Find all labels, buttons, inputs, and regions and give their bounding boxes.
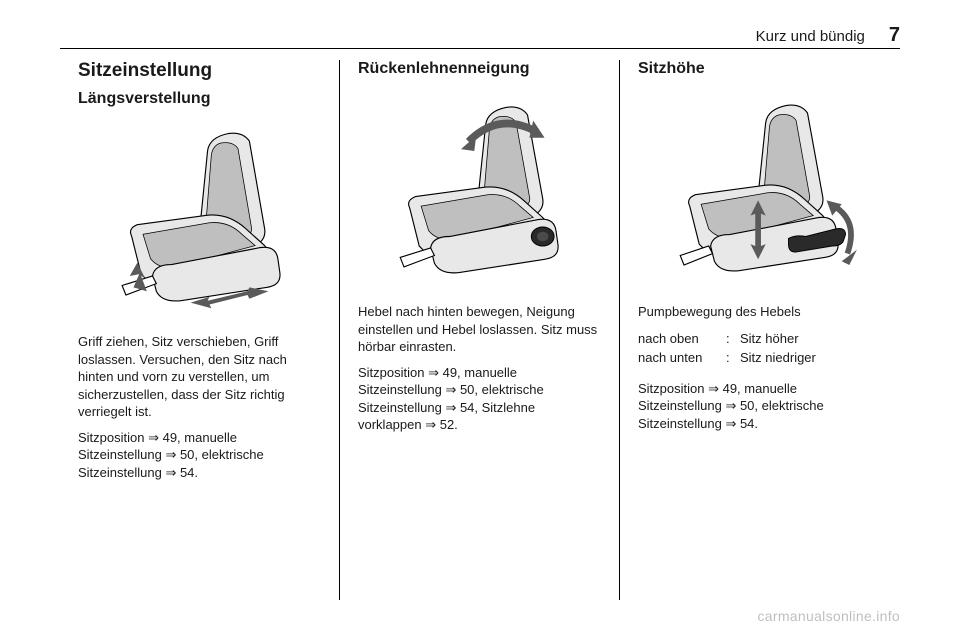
def-value: Sitz höher — [740, 329, 799, 349]
definition-row: nach unten : Sitz niedriger — [638, 348, 882, 368]
column-1: Sitzeinstellung Längsverstellung — [60, 60, 340, 600]
instruction-text: Hebel nach hinten bewegen, Neigung einst… — [358, 303, 602, 356]
instruction-lead: Pumpbewegung des Hebels — [638, 303, 882, 321]
page-header: Kurz und bündig 7 — [756, 24, 900, 47]
manual-page: Kurz und bündig 7 Sitzeinstellung Längsv… — [0, 0, 960, 642]
seat-backrest-illustration — [358, 94, 602, 284]
def-label: nach oben — [638, 329, 726, 349]
column-2: Rückenlehnenneigung — [340, 60, 620, 600]
def-colon: : — [726, 348, 740, 368]
reference-text: Sitzposition ⇒ 49, manuelle Sitzeinstell… — [78, 429, 322, 482]
def-value: Sitz niedriger — [740, 348, 816, 368]
header-section-title: Kurz und bündig — [756, 28, 865, 45]
def-label: nach unten — [638, 348, 726, 368]
subsection-title: Längsverstellung — [78, 90, 322, 108]
watermark: carmanualsonline.info — [758, 608, 901, 624]
seat-height-illustration — [638, 94, 882, 284]
content-columns: Sitzeinstellung Längsverstellung — [60, 60, 900, 600]
page-number: 7 — [889, 24, 900, 47]
section-title: Sitzeinstellung — [78, 60, 322, 82]
subsection-title: Sitzhöhe — [638, 60, 882, 78]
reference-text: Sitzposition ⇒ 49, manuelle Sitzeinstell… — [638, 380, 882, 433]
reference-text: Sitzposition ⇒ 49, manuelle Sitzeinstell… — [358, 364, 602, 434]
column-3: Sitzhöhe — [620, 60, 900, 600]
header-rule — [60, 48, 900, 49]
instruction-text: Griff ziehen, Sitz verschieben, Griff lo… — [78, 333, 322, 421]
definition-row: nach oben : Sitz höher — [638, 329, 882, 349]
seat-longitudinal-illustration — [78, 124, 322, 314]
subsection-title: Rückenlehnenneigung — [358, 60, 602, 78]
def-colon: : — [726, 329, 740, 349]
definition-list: nach oben : Sitz höher nach unten : Sitz… — [638, 329, 882, 368]
